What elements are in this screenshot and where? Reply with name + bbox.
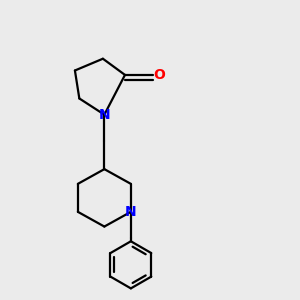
- Text: N: N: [125, 205, 137, 219]
- Text: N: N: [98, 108, 110, 122]
- Text: O: O: [153, 68, 165, 82]
